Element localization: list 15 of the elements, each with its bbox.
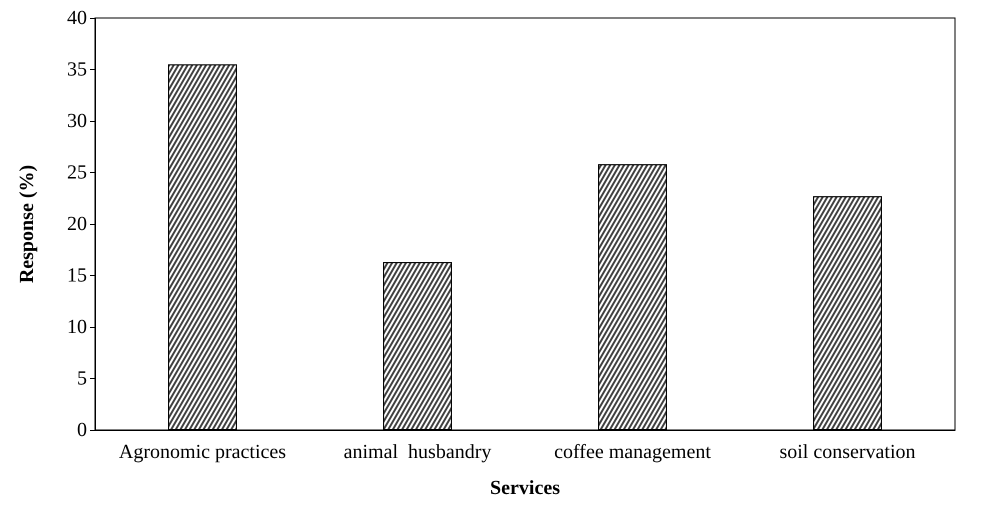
y-tick-label: 40	[67, 7, 87, 29]
x-tick-label: soil conservation	[779, 441, 916, 463]
y-tick-label: 10	[67, 316, 87, 338]
y-tick-label: 20	[67, 213, 87, 235]
y-tick-label: 35	[67, 58, 87, 80]
y-tick-label: 5	[77, 368, 87, 390]
x-tick-label: animal husbandry	[344, 441, 492, 463]
y-axis-title: Response (%)	[16, 164, 38, 284]
y-tick-label: 15	[67, 264, 87, 286]
y-tick-label: 30	[67, 110, 87, 132]
y-tick-label: 0	[77, 419, 87, 441]
y-tick-label: 25	[67, 162, 87, 184]
x-axis-title: Services	[490, 477, 560, 499]
x-tick-label: coffee management	[554, 441, 712, 463]
x-tick-label: Agronomic practices	[118, 441, 286, 463]
